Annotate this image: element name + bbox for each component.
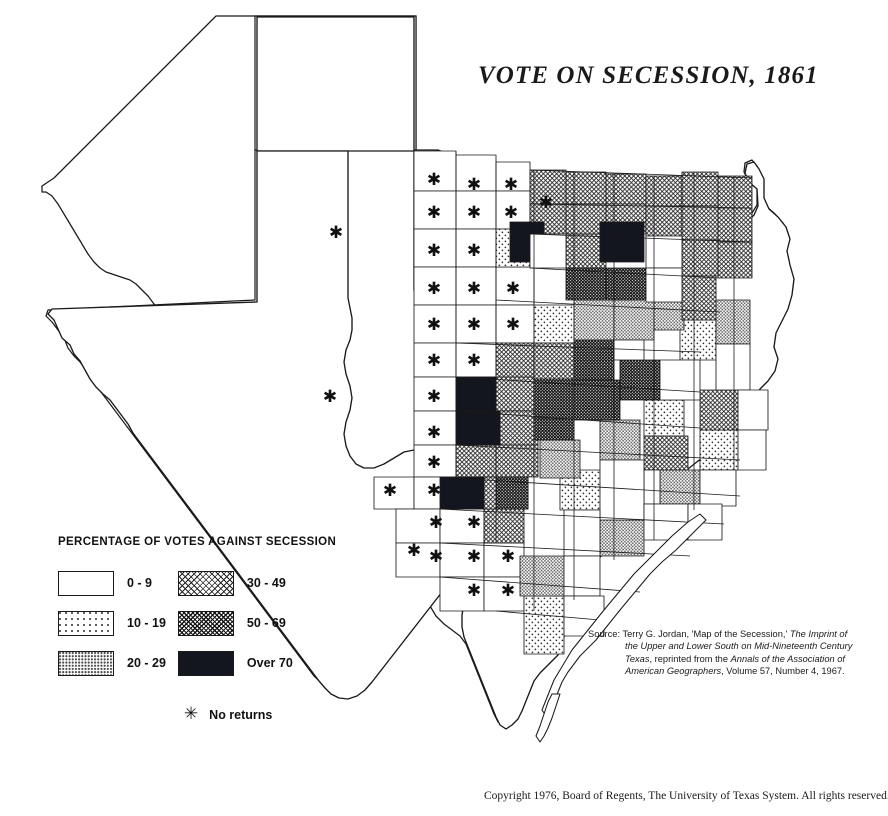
legend-item-0-9[interactable]: 0 - 9 (58, 570, 166, 596)
svg-text:✱: ✱ (427, 453, 441, 473)
svg-text:✱: ✱ (539, 193, 553, 213)
legend-item-50-69[interactable]: 50 - 69 (177, 610, 293, 636)
no-returns-markers: ✱ ✱ ✱ ✱ ✱ ✱ ✱ ✱ ✱ ✱ ✱ ✱ ✱ ✱ ✱ ✱ ✱ ✱ ✱ ✱ … (323, 170, 553, 601)
svg-text:✱: ✱ (467, 351, 481, 371)
svg-text:✱: ✱ (427, 481, 441, 501)
legend-column-right: 30 - 49 50 - 69 Over 70 ✳ No returns (177, 570, 293, 723)
source-line-4: American Geographers, Volume 57, Number … (588, 665, 884, 677)
legend-body: 0 - 9 10 - 19 20 - 29 30 - 49 50 - 69 (58, 570, 358, 723)
source-line-4-text: , Volume 57, Number 4, 1967. (721, 666, 845, 677)
map-render: ✱ ✱ ✱ ✱ ✱ ✱ ✱ ✱ ✱ ✱ ✱ ✱ ✱ ✱ ✱ ✱ ✱ ✱ ✱ ✱ … (47, 16, 795, 743)
svg-text:✱: ✱ (467, 547, 481, 567)
svg-text:✱: ✱ (467, 581, 481, 601)
svg-text:✱: ✱ (427, 351, 441, 371)
legend-swatch-30-49 (177, 570, 234, 596)
source-line-2-italic: the Upper and Lower South on Mid-Ninetee… (625, 641, 853, 652)
no-returns-grid (373, 150, 561, 612)
svg-text:✱: ✱ (467, 175, 481, 195)
svg-text:✱: ✱ (506, 279, 520, 299)
source-line-1-text: Source: Terry G. Jordan, 'Map of the Sec… (588, 629, 788, 639)
svg-text:✱: ✱ (504, 175, 518, 195)
svg-text:✱: ✱ (501, 547, 515, 567)
svg-text:✱: ✱ (329, 223, 343, 243)
legend-swatch-over-70 (177, 650, 234, 676)
svg-text:✱: ✱ (467, 279, 481, 299)
svg-text:✱: ✱ (383, 481, 397, 501)
svg-text:✱: ✱ (429, 513, 443, 533)
panhandle-outline (256, 16, 415, 152)
source-line-3-italic: Texas (625, 653, 650, 664)
legend-swatch-20-29 (58, 650, 114, 676)
legend-swatch-0-9 (58, 570, 114, 596)
svg-text:✱: ✱ (427, 241, 441, 261)
source-line-1: Source: Terry G. Jordan, 'Map of the Sec… (588, 628, 884, 640)
svg-text:✱: ✱ (504, 203, 518, 223)
county-mesh (373, 150, 769, 743)
svg-text:✱: ✱ (323, 387, 337, 407)
legend-label-no-returns: No returns (209, 707, 273, 722)
source-line-1-italic: The Imprint of (787, 629, 848, 639)
source-line-2: the Upper and Lower South on Mid-Ninetee… (588, 640, 884, 652)
asterisk-icon: ✳ (183, 704, 199, 724)
source-line-4-italic: American Geographers (625, 666, 722, 677)
legend-item-no-returns[interactable]: ✳ No returns (178, 706, 293, 723)
svg-text:✱: ✱ (429, 547, 443, 567)
legend-label-over-70: Over 70 (246, 656, 293, 670)
svg-text:✱: ✱ (427, 423, 441, 443)
svg-text:✱: ✱ (407, 541, 421, 561)
legend-item-over-70[interactable]: Over 70 (177, 650, 293, 676)
west-texas-outline (47, 150, 475, 700)
svg-text:✱: ✱ (467, 241, 481, 261)
legend-item-10-19[interactable]: 10 - 19 (58, 610, 166, 636)
legend-title: PERCENTAGE OF VOTES AGAINST SECESSION (58, 536, 337, 548)
source-line-3-text: , reprinted from the (649, 653, 731, 664)
legend-swatch-50-69 (177, 610, 234, 636)
source-line-3-italic2: Annals of the Association of (730, 653, 845, 664)
svg-text:✱: ✱ (427, 387, 441, 407)
svg-text:✱: ✱ (467, 513, 481, 533)
county-lines (439, 151, 753, 621)
svg-text:✱: ✱ (427, 279, 441, 299)
source-line-3: Texas, reprinted from the Annals of the … (588, 653, 884, 665)
legend-item-30-49[interactable]: 30 - 49 (177, 570, 293, 596)
legend-swatch-10-19 (58, 610, 114, 636)
page-title: VOTE ON SECESSION, 1861 (478, 62, 819, 89)
class-30-49 (455, 169, 753, 544)
svg-text:✱: ✱ (427, 170, 441, 190)
legend-label-50-69: 50 - 69 (246, 616, 286, 630)
source-citation: Source: Terry G. Jordan, 'Map of the Sec… (588, 628, 884, 678)
class-0-9 (529, 233, 769, 637)
svg-text:✱: ✱ (467, 203, 481, 223)
legend-label-20-29: 20 - 29 (127, 656, 166, 670)
copyright-notice: Copyright 1976, Board of Regents, The Un… (484, 790, 888, 802)
map-legend: PERCENTAGE OF VOTES AGAINST SECESSION 0 … (58, 536, 358, 723)
legend-label-30-49: 30 - 49 (246, 576, 286, 590)
barrier-islands (535, 513, 707, 743)
svg-text:✱: ✱ (427, 315, 441, 335)
legend-column-left: 0 - 9 10 - 19 20 - 29 (58, 570, 166, 723)
legend-item-20-29[interactable]: 20 - 29 (58, 650, 166, 676)
svg-text:✱: ✱ (506, 315, 520, 335)
svg-text:✱: ✱ (427, 203, 441, 223)
svg-text:✱: ✱ (467, 315, 481, 335)
legend-label-0-9: 0 - 9 (127, 576, 153, 590)
svg-text:✱: ✱ (501, 581, 515, 601)
class-20-29 (519, 289, 751, 597)
legend-label-10-19: 10 - 19 (127, 616, 166, 630)
